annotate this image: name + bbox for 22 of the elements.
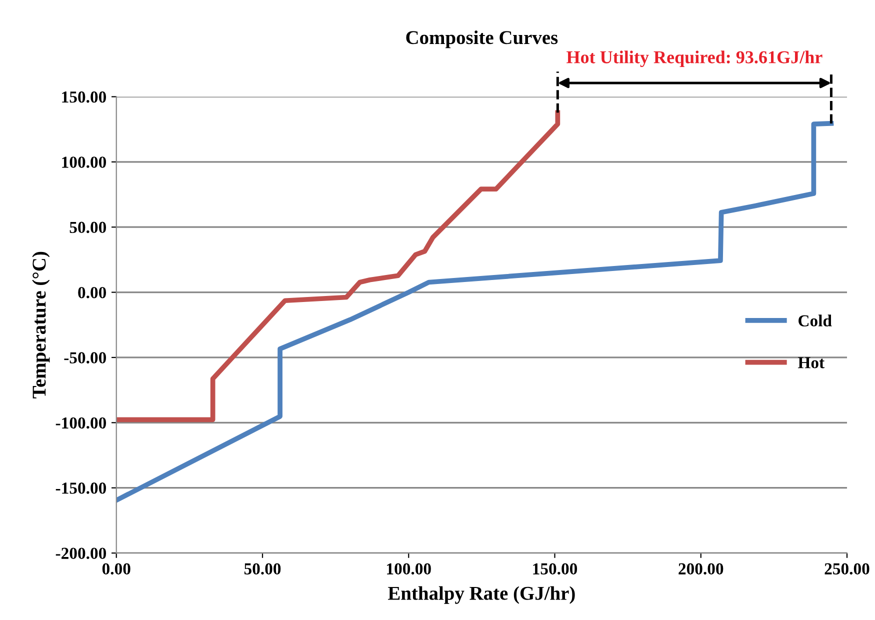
x-tick-label: 150.00 (533, 563, 578, 575)
x-tick-label: 0.00 (102, 563, 130, 575)
line-series (116, 110, 560, 422)
y-tick-label: 100.00 (62, 156, 106, 168)
y-tick-label: 0.00 (78, 286, 106, 298)
legend-label: Cold (798, 314, 832, 326)
y-tick-label: 150.00 (62, 91, 106, 103)
y-tick-label: -50.00 (64, 352, 106, 364)
y-tick-label: -200.00 (56, 548, 106, 560)
legend-label: Hot (798, 357, 825, 368)
x-tick-label: 200.00 (678, 563, 724, 575)
x-tick-label: 100.00 (387, 563, 431, 575)
x-tick-label: 50.00 (244, 563, 281, 575)
chart-title: Composite Curves (406, 30, 558, 48)
x-axis-title: Enthalpy Rate (GJ/hr) (388, 586, 575, 604)
y-tick-label: 50.00 (70, 222, 106, 234)
annotation: Hot Utility Required: 93.61GJ/hr (566, 50, 822, 68)
y-tick-label: -100.00 (56, 417, 106, 429)
line-series (116, 121, 834, 503)
x-tick-label: 250.00 (824, 563, 870, 575)
y-tick-label: -150.00 (56, 482, 106, 494)
y-axis-title: Temperature (°C) (32, 252, 50, 398)
